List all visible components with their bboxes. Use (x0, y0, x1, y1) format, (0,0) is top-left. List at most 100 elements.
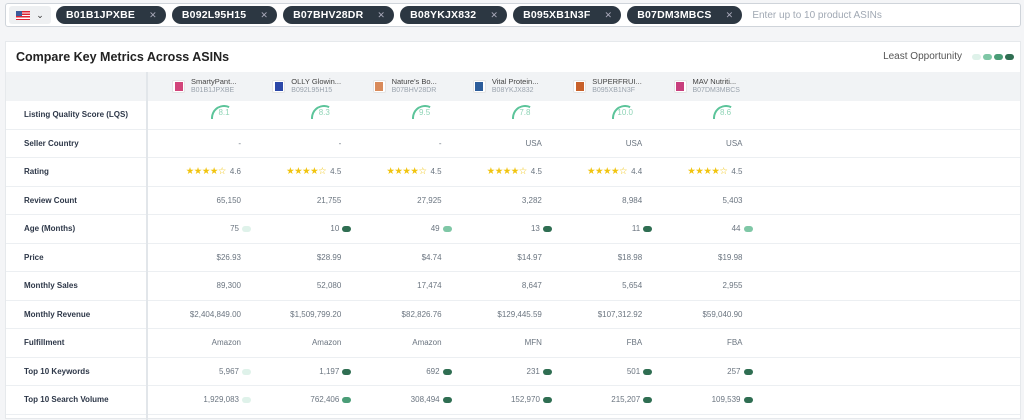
asin-chip[interactable]: B08YKJX832 ✕ (400, 6, 508, 24)
remove-icon[interactable]: ✕ (604, 9, 613, 20)
lqs-gauge: 8.6 (713, 105, 739, 119)
star-rating-icon: ★★★★☆ (185, 166, 227, 177)
opportunity-indicator (743, 226, 753, 232)
metric-value: 3,282 (521, 195, 542, 205)
metric-cell: 75 (151, 215, 251, 243)
metric-value: 257 (727, 366, 741, 376)
product-name: SmartyPant... (191, 77, 237, 86)
metric-value: $14.97 (517, 252, 542, 262)
remove-icon[interactable]: ✕ (490, 9, 499, 20)
metric-value: 152,970 (510, 395, 540, 404)
legend-dot-low (983, 53, 992, 60)
asin-input[interactable]: Enter up to 10 product ASINs (752, 9, 882, 21)
product-header[interactable]: Vital Protein... B08YKJX832 (472, 77, 538, 95)
metric-row: Top 10 Keywords 5,967 1,197 692 231 501 257 (6, 358, 1020, 386)
metric-value: 27,925 (417, 195, 442, 205)
metric-value: 44 (731, 224, 741, 233)
metric-value: Amazon (412, 338, 442, 347)
metric-cell: 17,474 (342, 272, 441, 300)
product-header[interactable]: OLLY Glowin... B092L95H15 (272, 77, 341, 95)
lqs-value: 8.1 (218, 108, 230, 117)
opportunity-indicator (242, 368, 251, 375)
metric-row: Rating ★★★★☆ 4.6 ★★★★☆ 4.5 ★★★★☆ 4.5 ★★★★☆ 4.5 ★★… (6, 158, 1020, 187)
opportunity-indicator (643, 226, 653, 232)
asin-chip-label: B08YKJX832 (410, 9, 477, 21)
metric-value: 8,984 (622, 195, 643, 205)
star-rating-icon: ★★★★☆ (286, 166, 327, 177)
metric-value: FBA (626, 338, 643, 347)
product-image (676, 81, 684, 91)
metric-value: $59,040.90 (702, 309, 743, 319)
metric-label: Monthly Sales (24, 281, 78, 290)
asin-chip-label: B092L95H15 (181, 9, 247, 21)
metric-cell: Amazon (241, 329, 341, 357)
remove-icon[interactable]: ✕ (377, 9, 386, 20)
metric-cell: $28.99 (241, 244, 341, 272)
metric-cell: 1,929,083 (151, 386, 251, 414)
country-selector[interactable]: ⌄ (9, 6, 51, 24)
product-header[interactable]: SUPERFRUI... B095XB1N3F (573, 77, 642, 95)
product-header[interactable]: SmartyPant... B01B1JPXBE (172, 77, 236, 95)
card-title: Compare Key Metrics Across ASINs (16, 50, 230, 64)
product-header-row: SmartyPant... B01B1JPXBE OLLY Glowin... B09… (6, 72, 1020, 101)
metric-value: 49 (430, 224, 440, 233)
metric-value: 231 (526, 366, 540, 376)
legend-dot-most (1005, 53, 1014, 60)
metric-cell: $59,040.90 (643, 301, 743, 329)
metric-cell: 10 (251, 215, 352, 243)
opportunity-indicator (342, 226, 352, 232)
metric-cell: 49 (352, 215, 452, 243)
metric-row: Fulfillment Amazon Amazon Amazon MFN FBA FBA (6, 329, 1020, 358)
product-asin: B07DM3MBCS (692, 87, 740, 94)
lqs-gauge: 7.8 (512, 105, 538, 119)
metric-cell: ★★★★☆ 4.5 (342, 158, 441, 186)
remove-icon[interactable]: ✕ (149, 9, 157, 20)
opportunity-indicator (643, 368, 653, 375)
asin-chip-label: B01B1JPXBE (66, 9, 136, 21)
rating-value: 4.5 (330, 167, 342, 176)
metric-cell: 1,197 (251, 358, 352, 386)
product-thumbnail (172, 79, 185, 93)
asin-search-bar[interactable]: ⌄ B01B1JPXBE ✕ B092L95H15 ✕ B07BHV28DR ✕ B08YK… (5, 3, 1021, 27)
metric-value: 89,300 (216, 281, 241, 290)
metric-cell: 44 (653, 215, 753, 243)
metric-label: Top 10 Keywords (24, 366, 90, 376)
asin-chip[interactable]: B092L95H15 ✕ (171, 6, 278, 24)
metric-value: $18.98 (617, 252, 643, 262)
metric-cell: 89,300 (141, 272, 241, 300)
product-image (575, 81, 584, 91)
metric-value: 215,207 (611, 395, 641, 404)
metric-label: Age (Months) (24, 224, 76, 233)
metric-cell: $4.74 (342, 244, 442, 272)
metric-row: Monthly Sales 89,300 52,080 17,474 8,647 5,65… (6, 272, 1020, 301)
opportunity-indicator (242, 226, 251, 232)
metric-row: Listing Quality Score (LQS) 8.1 8.3 9.5 7.8 1… (6, 101, 1020, 130)
metric-value: 501 (626, 366, 641, 376)
asin-chip[interactable]: B07BHV28DR ✕ (283, 6, 395, 24)
metric-cell: ★★★★☆ 4.5 (643, 158, 742, 186)
metric-cell: 109,539 (653, 386, 753, 414)
legend-dot-least (972, 53, 981, 60)
product-name: SUPERFRUI... (592, 77, 642, 86)
opportunity-indicator (743, 397, 753, 403)
metric-value: $129,445.59 (497, 309, 542, 319)
opportunity-legend: Least Opportunity (883, 51, 1014, 62)
product-header[interactable]: MAV Nutriti... B07DM3MBCS (673, 77, 740, 95)
opportunity-indicator (643, 397, 653, 403)
metric-cell: 5,654 (542, 272, 642, 300)
asin-chip[interactable]: B01B1JPXBE ✕ (56, 6, 166, 24)
remove-icon[interactable]: ✕ (260, 9, 269, 20)
asin-chip[interactable]: B07DM3MBCS ✕ (627, 6, 743, 24)
compare-metrics-card: Compare Key Metrics Across ASINs Least O… (5, 41, 1021, 420)
metric-cell: 5,967 (151, 358, 251, 386)
remove-icon[interactable]: ✕ (725, 9, 734, 20)
product-name: OLLY Glowin... (291, 77, 342, 86)
metric-row: Age (Months) 75 10 49 13 11 44 (6, 215, 1020, 244)
metric-cell: $1,509,799.20 (241, 301, 341, 329)
metric-cell: 152,970 (452, 386, 552, 414)
asin-chip[interactable]: B095XB1N3F ✕ (513, 6, 622, 24)
metric-cell: USA (643, 130, 742, 158)
opportunity-indicator (542, 368, 552, 375)
metric-cell: 10.0 (542, 101, 642, 119)
product-header[interactable]: Nature's Bo... B07BHV28DR (372, 77, 437, 95)
